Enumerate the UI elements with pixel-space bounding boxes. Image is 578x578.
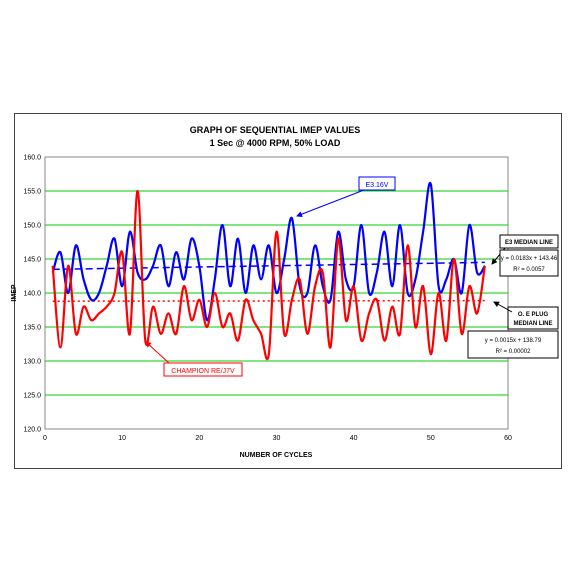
oe-equation: y = 0.0015x + 138.79 (485, 338, 542, 344)
x-tick-label-4: 40 (350, 435, 358, 442)
e3-equation-box (499, 249, 559, 277)
oe-equation-box (467, 330, 559, 359)
x-tick-label-5: 50 (427, 435, 435, 442)
e3-median-label: E3 MEDIAN LINE (505, 240, 553, 246)
x-tick-label-1: 10 (118, 435, 126, 442)
e3-median-label-box (499, 234, 559, 249)
y-tick-label-7: 155.0 (23, 189, 41, 196)
series-line-1 (51, 189, 486, 361)
y-axis-label: IMEP (11, 284, 18, 301)
chart-title: GRAPH OF SEQUENTIAL IMEP VALUES (190, 125, 361, 135)
champion-annotation-label: CHAMPION RE/J7V (171, 368, 235, 375)
x-axis-ticks: 0 10 20 30 40 50 60 (43, 435, 512, 442)
oe-median-label-line2: MEDIAN LINE (514, 321, 553, 327)
y-tick-label-8: 160.0 (23, 155, 41, 162)
y-tick-label-0: 120.0 (23, 427, 41, 434)
y-axis-ticks: 120.0 125.0 130.0 135.0 140.0 145.0 150.0 155.0… (23, 155, 41, 434)
oe-median-pointer (493, 301, 513, 313)
y-tick-label-5: 145.0 (23, 257, 41, 264)
e3-annotation-pointer (296, 189, 365, 217)
e3-equation: y = 0.0183x + 143.46 (501, 256, 558, 262)
y-tick-label-6: 150.0 (23, 223, 41, 230)
e3-annotation-label: E3.16V (366, 182, 389, 189)
x-tick-label-6: 60 (504, 435, 512, 442)
e3-annotation-box (358, 176, 396, 191)
e3-r-squared: R² = 0.0057 (513, 267, 545, 273)
oe-median-label-line1: O. E PLUG (518, 312, 549, 318)
y-tick-label-3: 135.0 (23, 325, 41, 332)
oe-median-label-box (507, 306, 559, 330)
x-tick-label-0: 0 (43, 435, 47, 442)
champion-annotation-pointer (145, 341, 171, 365)
chart-subtitle: 1 Sec @ 4000 RPM, 50% LOAD (210, 138, 341, 148)
y-tick-label-2: 130.0 (23, 359, 41, 366)
x-tick-label-2: 20 (195, 435, 203, 442)
champion-annotation-box (163, 362, 243, 377)
x-tick-label-3: 30 (273, 435, 281, 442)
y-tick-label-1: 125.0 (23, 393, 41, 400)
x-axis-label: NUMBER OF CYCLES (240, 452, 313, 459)
data-series (51, 181, 486, 361)
y-tick-label-4: 140.0 (23, 291, 41, 298)
oe-r-squared: R² = 0.00002 (496, 349, 532, 355)
